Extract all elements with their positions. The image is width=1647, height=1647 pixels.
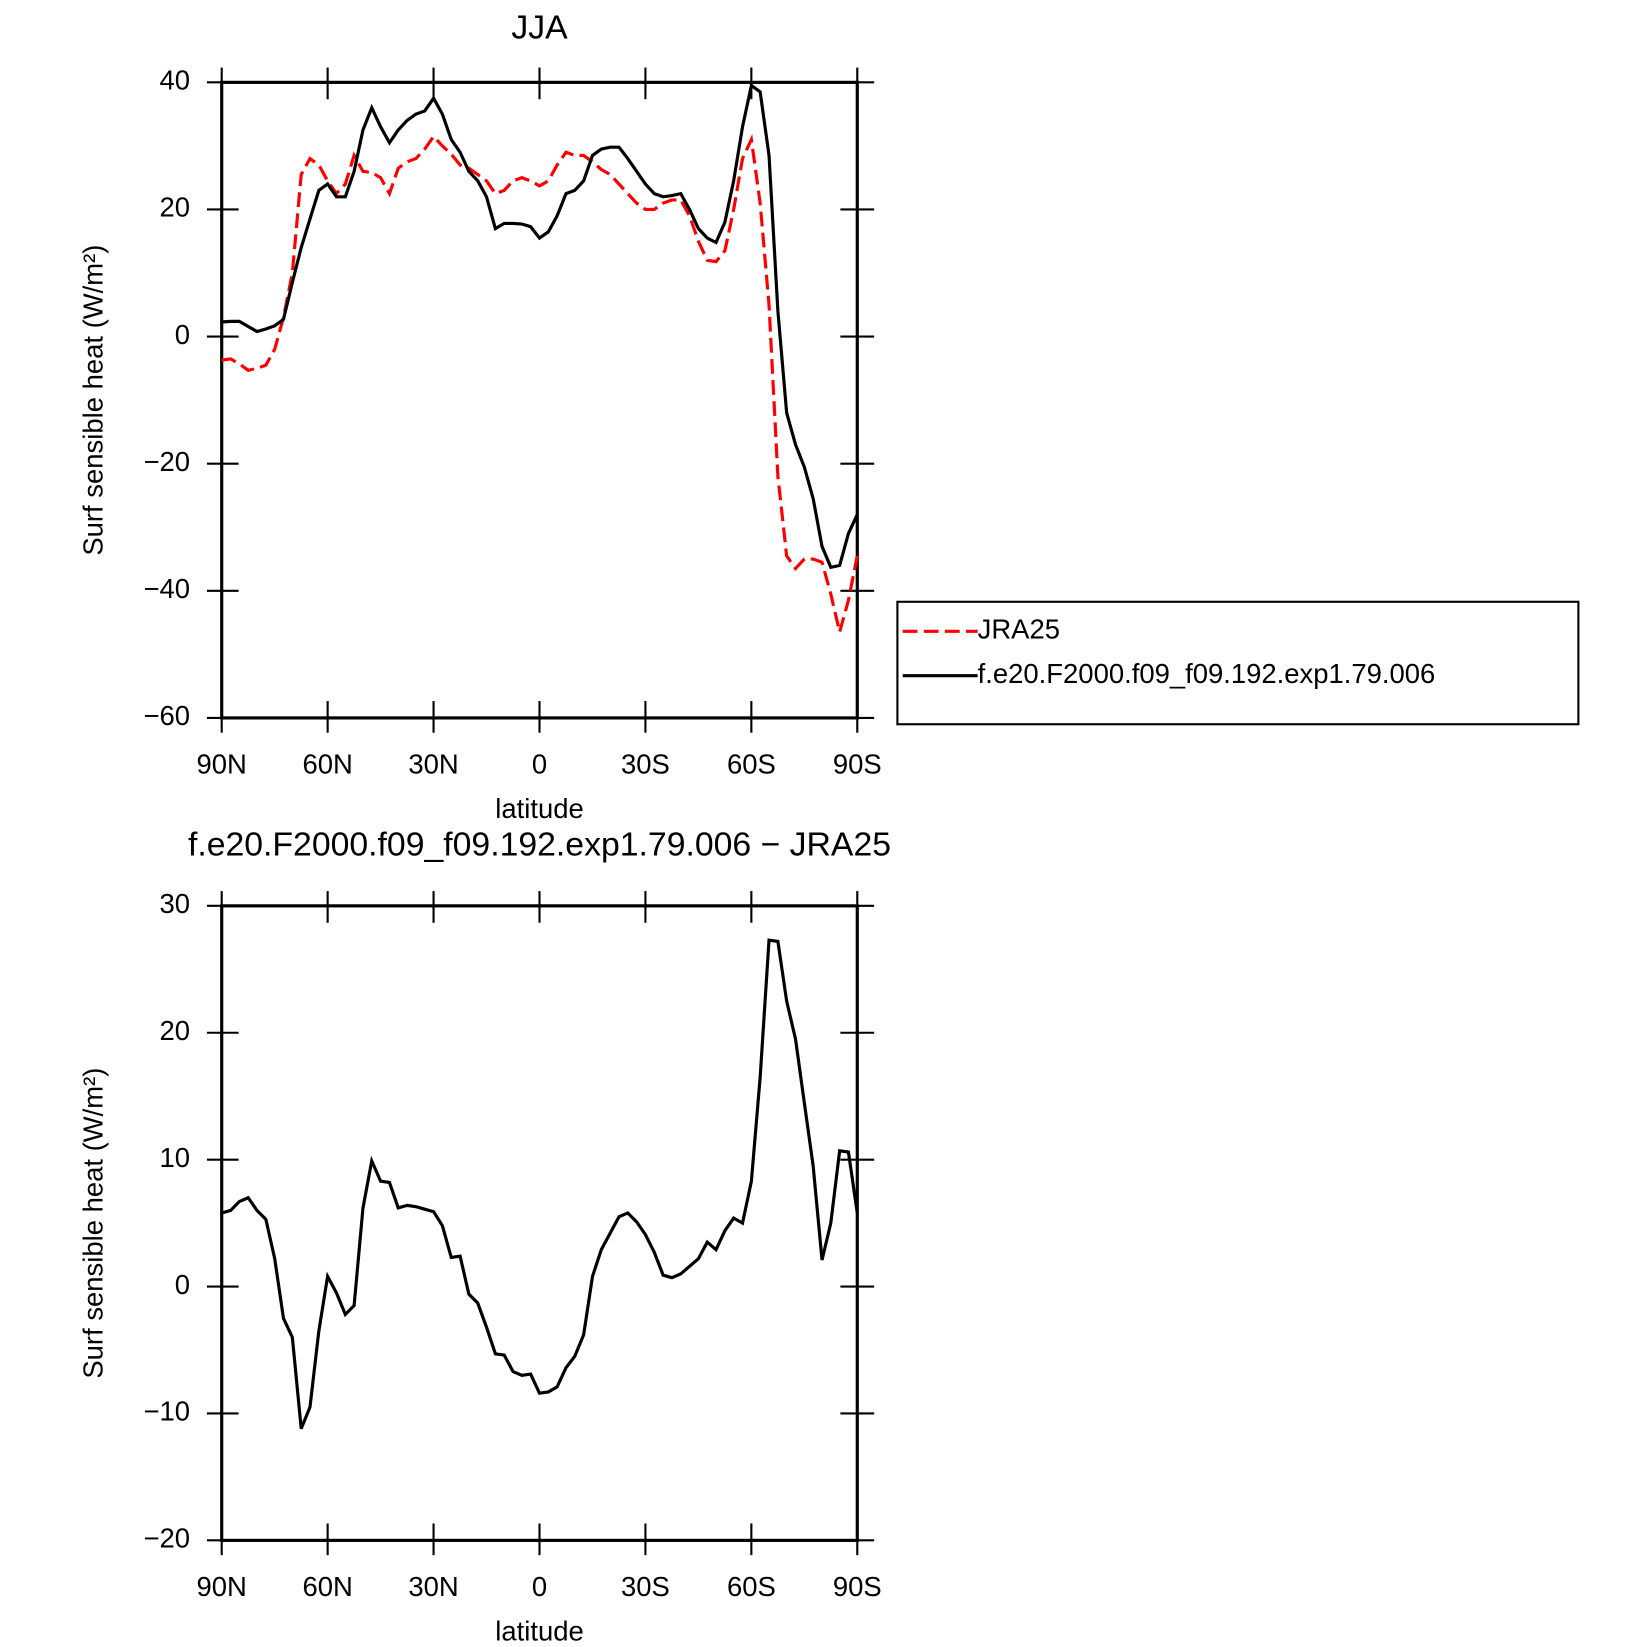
data-line bbox=[221, 82, 859, 570]
x-tick-label: 60N bbox=[302, 749, 352, 780]
x-tick-label: 0 bbox=[532, 749, 547, 780]
x-tick-label: 0 bbox=[532, 1571, 547, 1602]
y-tick-label: −20 bbox=[143, 1523, 190, 1554]
x-axis-label: latitude bbox=[495, 793, 583, 824]
y-tick-label: 10 bbox=[160, 1142, 191, 1173]
legend-box bbox=[896, 600, 1580, 726]
y-tick-label: 20 bbox=[160, 1015, 191, 1046]
legend-label: f.e20.F2000.f09_f09.192.exp1.79.006 bbox=[978, 658, 1436, 689]
x-tick-label: 30N bbox=[408, 749, 458, 780]
x-tick-label: 90N bbox=[197, 1571, 247, 1602]
y-tick-label: −60 bbox=[143, 700, 190, 731]
chart-title: JJA bbox=[511, 8, 568, 46]
y-tick-label: 30 bbox=[160, 888, 191, 919]
x-tick-label: 90S bbox=[833, 1571, 882, 1602]
legend-label: JRA25 bbox=[978, 614, 1060, 645]
y-tick-label: 0 bbox=[175, 1269, 190, 1300]
x-tick-label: 30S bbox=[621, 1571, 670, 1602]
plot-frame bbox=[220, 80, 859, 720]
x-tick-label: 60S bbox=[727, 1571, 776, 1602]
y-tick-label: 20 bbox=[160, 192, 191, 223]
x-tick-label: 90N bbox=[197, 749, 247, 780]
x-axis-label: latitude bbox=[495, 1616, 583, 1647]
data-line bbox=[221, 133, 859, 633]
y-tick-label: 0 bbox=[175, 319, 190, 350]
y-tick-label: −20 bbox=[143, 446, 190, 477]
x-tick-label: 30N bbox=[408, 1571, 458, 1602]
x-tick-label: 60S bbox=[727, 749, 776, 780]
chart-title: f.e20.F2000.f09_f09.192.exp1.79.006 − JR… bbox=[188, 826, 891, 864]
y-tick-label: 40 bbox=[160, 65, 191, 96]
data-line bbox=[221, 938, 859, 1430]
x-tick-label: 30S bbox=[621, 749, 670, 780]
y-axis-label: Surf sensible heat (W/m²) bbox=[77, 1068, 108, 1379]
y-tick-label: −40 bbox=[143, 573, 190, 604]
x-tick-label: 90S bbox=[833, 749, 882, 780]
plot-frame bbox=[220, 904, 859, 1542]
y-axis-label: Surf sensible heat (W/m²) bbox=[77, 245, 108, 556]
y-tick-label: −10 bbox=[143, 1396, 190, 1427]
x-tick-label: 60N bbox=[302, 1571, 352, 1602]
